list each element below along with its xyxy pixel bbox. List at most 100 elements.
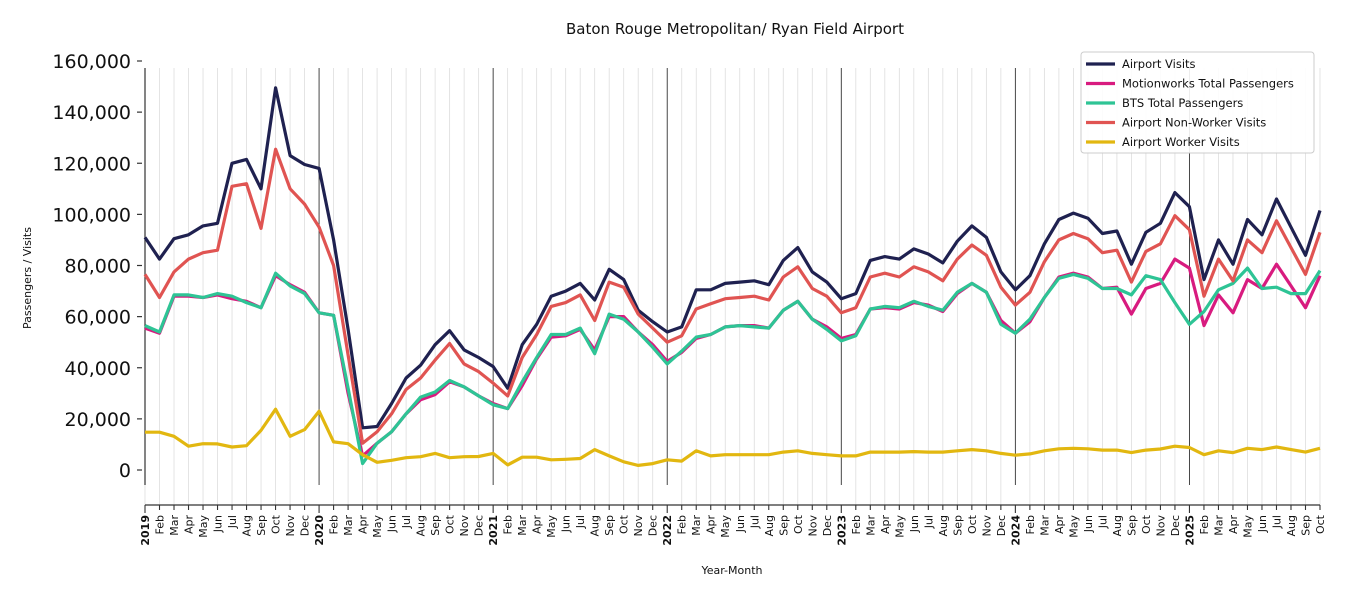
x-tick-label: Sep [1125,515,1138,536]
x-tick-label: Dec [647,515,660,536]
legend-label: Airport Non-Worker Visits [1122,116,1266,130]
x-tick-label: Mar [1212,515,1225,536]
x-tick-label: Sep [429,515,442,536]
x-tick-label: Jul [226,515,239,529]
x-tick-label: Oct [966,514,979,534]
x-tick-label: Feb [1024,515,1037,534]
x-tick-label: Apr [879,515,892,535]
x-tick-label: Apr [1053,515,1066,535]
x-tick-label: Apr [183,515,196,535]
x-tick-label: 2025 [1183,515,1196,546]
x-tick-label: Feb [676,515,689,534]
legend-label: Airport Visits [1122,57,1196,71]
x-tick-label: Sep [603,515,616,536]
x-tick-label: Jun [386,515,399,533]
x-tick-label: Sep [951,515,964,536]
x-tick-label: 2022 [661,515,674,546]
chart-title: Baton Rouge Metropolitan/ Ryan Field Air… [566,20,904,38]
legend-label: Motionworks Total Passengers [1122,77,1294,91]
x-tick-label: Mar [690,515,703,536]
x-tick-label: Jul [400,515,413,529]
y-tick-label: 100,000 [52,204,131,226]
x-tick-label: Aug [1285,515,1298,536]
x-tick-label: Oct [618,514,631,534]
grid [144,68,1321,505]
x-tick-label: Aug [589,515,602,536]
x-tick-label: Nov [284,515,297,537]
y-tick-label: 160,000 [52,51,131,73]
x-tick-label: Mar [864,515,877,536]
x-tick-label: May [1067,515,1080,538]
x-tick-label: Dec [299,515,312,536]
x-tick-label: May [371,515,384,538]
x-tick-label: 2024 [1009,515,1022,546]
series-line-airport-worker-visits [145,407,1321,467]
x-tick-label: Aug [763,515,776,536]
x-tick-label: 2023 [835,515,848,546]
x-tick-label: 2019 [139,515,152,546]
legend-label: Airport Worker Visits [1122,135,1240,149]
series-line-bts-total-passengers [144,266,1322,466]
legend-box [1080,51,1315,154]
x-tick-label: Sep [777,515,790,536]
x-tick-label: Oct [792,514,805,534]
x-tick-label: Mar [342,515,355,536]
y-tick-label: 40,000 [65,358,131,380]
x-tick-label: Nov [632,515,645,537]
x-tick-label: Oct [270,514,283,534]
y-tick-label: 20,000 [65,409,131,431]
x-tick-label: Jun [734,515,747,533]
x-tick-label: 2020 [313,515,326,546]
legend-label: BTS Total Passengers [1122,96,1243,110]
y-tick-label: 80,000 [65,256,131,278]
x-tick-label: Jun [212,515,225,533]
x-tick-label: Apr [1227,515,1240,535]
x-tick-label: Aug [241,515,254,536]
x-tick-label: Feb [1198,515,1211,534]
x-tick-label: Jul [574,515,587,529]
x-tick-label: Oct [1140,514,1153,534]
series-line-motionworks-total-passengers [144,257,1322,458]
x-tick-label: May [1241,515,1254,538]
y-tick-label: 120,000 [52,153,131,175]
series-lines [143,86,1322,467]
x-tick-label: Aug [415,515,428,536]
x-tick-label: Feb [328,515,341,534]
x-tick-label: Aug [1111,515,1124,536]
x-tick-label: Aug [937,515,950,536]
x-tick-label: May [197,515,210,538]
x-tick-label: Feb [850,515,863,534]
x-tick-label: Mar [168,515,181,536]
x-tick-label: Dec [1169,515,1182,536]
x-tick-label: Jun [908,515,921,533]
x-tick-label: May [893,515,906,538]
y-axis: 0 20,000 40,000 60,000 80,000 100,000 120,000 1… [52,51,146,485]
y-tick-label: 140,000 [52,102,131,124]
x-tick-label: Sep [255,515,268,536]
x-tick-label: Jul [748,515,761,529]
x-tick-label: Dec [473,515,486,536]
x-tick-label: Nov [1154,515,1167,537]
y-axis-label: Passengers / Visits [21,227,34,329]
x-tick-label: Mar [1038,515,1051,536]
x-tick-label: Apr [531,515,544,535]
x-tick-label: Apr [357,515,370,535]
x-axis: 2019 Feb Mar Apr May Jun Jul Aug Sep Oct Nov Dec 202… [139,504,1327,546]
x-tick-label: Oct [1314,514,1327,534]
y-tick-label: 60,000 [65,307,131,329]
x-tick-label: Nov [458,515,471,537]
x-tick-label: May [719,515,732,538]
x-tick-label: Nov [806,515,819,537]
x-tick-label: Oct [444,514,457,534]
legend: Airport Visits Motionworks Total Passenge… [1080,51,1315,154]
x-tick-label: Apr [705,515,718,535]
x-tick-label: Jul [1270,515,1283,529]
x-tick-label: Mar [516,515,529,536]
x-tick-label: Nov [980,515,993,537]
x-tick-label: Feb [502,515,515,534]
x-tick-label: Dec [821,515,834,536]
x-tick-label: Jul [1096,515,1109,529]
x-tick-label: 2021 [487,515,500,546]
x-tick-label: Feb [154,515,167,534]
